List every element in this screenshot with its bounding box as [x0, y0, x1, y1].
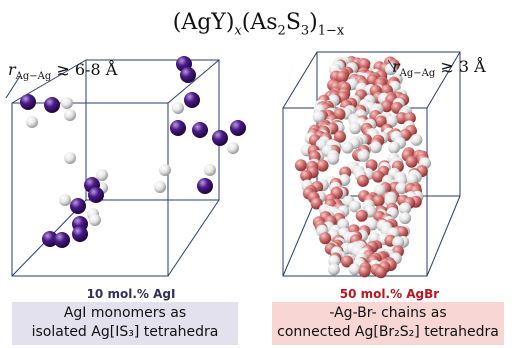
- bromine-atom: [300, 169, 313, 182]
- bromine-atom: [341, 255, 354, 268]
- silver-atom: [159, 164, 171, 176]
- iodine-atom: [230, 120, 246, 136]
- iodine-atom: [184, 92, 200, 108]
- silver-atom: [227, 142, 239, 154]
- iodine-atom: [20, 94, 36, 110]
- right-cube-edge: [426, 195, 461, 277]
- silver-atom: [366, 218, 379, 231]
- iodine-atom: [192, 122, 208, 138]
- silver-atom: [395, 182, 408, 195]
- bromine-atom: [374, 115, 387, 128]
- bromine-atom: [395, 112, 408, 125]
- silver-atom: [59, 194, 71, 206]
- right-composition-label: 50 mol.% AgBr: [339, 287, 440, 301]
- silver-atom: [384, 63, 397, 76]
- silver-atom: [410, 133, 423, 146]
- silver-atom: [89, 214, 101, 226]
- silver-atom: [96, 169, 108, 181]
- left-description-box: AgI monomers as isolated Ag[IS₃] tetrahe…: [12, 302, 238, 345]
- right-cube-edge: [426, 51, 461, 109]
- left-cube-edge: [167, 59, 220, 104]
- left-structure-cube: [11, 59, 220, 277]
- bromine-atom: [336, 71, 349, 83]
- left-description-line2: isolated Ag[IS₃] tetrahedra: [31, 324, 219, 340]
- iodine-atom: [44, 97, 60, 113]
- left-description-line1: AgI monomers as: [63, 305, 187, 321]
- iodine-atom: [88, 187, 104, 203]
- silver-atom: [341, 141, 354, 154]
- bromine-atom: [310, 197, 323, 210]
- left-distance-pointer: [5, 75, 21, 99]
- silver-atom: [327, 152, 340, 165]
- silver-atom: [388, 141, 401, 154]
- iodine-atom: [180, 67, 196, 83]
- silver-atom: [399, 212, 412, 225]
- right-atoms: [294, 56, 431, 279]
- bromine-atom: [374, 266, 387, 279]
- bromine-atom: [372, 170, 384, 183]
- formula-title: (AgY)x(As2S3)1−x: [172, 10, 345, 39]
- bromine-atom: [319, 232, 332, 245]
- bromine-atom: [358, 265, 371, 278]
- silver-atom: [26, 116, 38, 128]
- silver-atom: [64, 152, 76, 164]
- silver-atom: [369, 141, 382, 154]
- right-description-box: -Ag-Br- chains as connected Ag[Br₂S₂] te…: [272, 302, 504, 345]
- left-distance-label: rAg−Ag ≳ 6-8 Å: [8, 60, 118, 83]
- iodine-atom: [54, 232, 70, 248]
- right-cube-edge: [282, 195, 318, 277]
- silver-atom: [399, 202, 412, 215]
- right-distance-label: rAg−Ag ≳ 3 Å: [392, 57, 486, 80]
- silver-atom: [349, 200, 361, 213]
- silver-atom: [392, 236, 405, 249]
- iodine-atom: [170, 120, 186, 136]
- silver-atom: [204, 164, 216, 176]
- silver-atom: [154, 181, 166, 193]
- silver-atom: [373, 184, 386, 197]
- bromine-atom: [396, 226, 409, 239]
- silver-atom: [64, 109, 76, 121]
- silver-atom: [312, 110, 325, 123]
- bromine-atom: [316, 159, 329, 172]
- silver-atom: [327, 263, 340, 276]
- bromine-atom: [405, 155, 418, 168]
- left-composition-label: 10 mol.% AgI: [86, 287, 176, 301]
- iodine-atom: [197, 178, 213, 194]
- bromine-atom: [356, 174, 369, 187]
- bromine-atom: [372, 194, 385, 207]
- bromine-atom: [380, 100, 393, 113]
- iodine-atom: [42, 231, 58, 247]
- silver-atom: [349, 122, 362, 135]
- bromine-atom: [334, 130, 346, 143]
- right-cube-edge: [282, 51, 318, 109]
- left-atoms: [20, 56, 246, 248]
- right-distance-pointer: [387, 59, 397, 73]
- bromine-atom: [294, 159, 307, 172]
- left-cube-edge: [167, 199, 220, 277]
- silver-atom: [348, 263, 361, 276]
- silver-atom: [61, 97, 73, 109]
- silver-atom: [357, 149, 370, 162]
- bromine-atom: [355, 209, 368, 222]
- iodine-atom: [72, 226, 88, 242]
- right-description-line2: connected Ag[Br₂S₂] tetrahedra: [277, 324, 499, 340]
- right-description-line1: -Ag-Br- chains as: [329, 305, 447, 321]
- iodine-atom: [212, 130, 228, 146]
- iodine-atom: [70, 198, 86, 214]
- silver-atom: [172, 102, 184, 114]
